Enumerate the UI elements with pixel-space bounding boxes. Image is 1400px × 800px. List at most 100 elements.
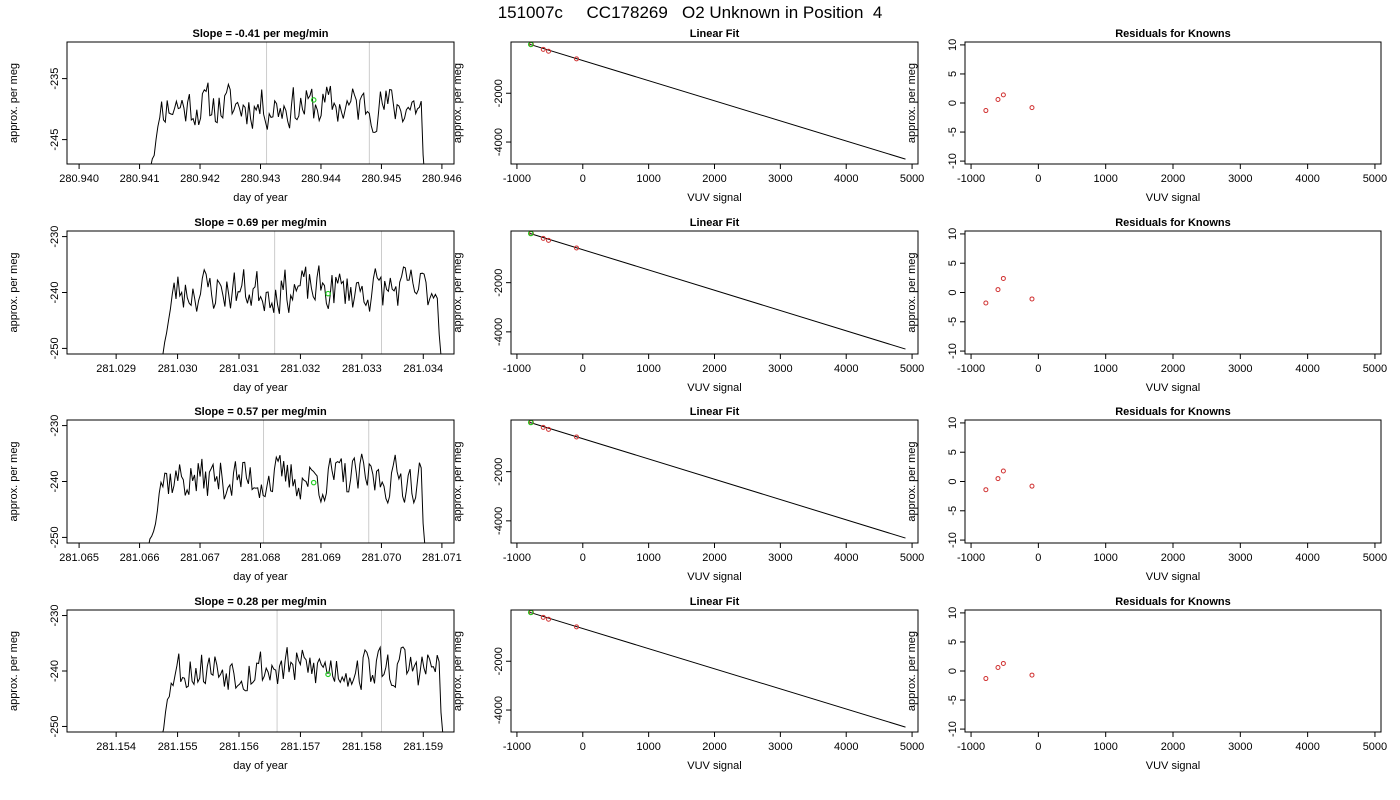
x-tick-label: 281.029 — [96, 363, 136, 375]
data-point-red — [995, 665, 1001, 671]
y-tick-label: 0 — [947, 478, 959, 484]
data-point-red — [1000, 275, 1006, 281]
x-tick-label: 281.034 — [403, 363, 443, 375]
y-axis-label: approx. per meg — [8, 441, 20, 521]
chart-panel-3-3: -1000 0 1000 2000 3000 4000 5000 10 5 0 -5 -10 Resid… — [906, 406, 1387, 583]
x-tick-label: 5000 — [900, 363, 924, 375]
data-point-red — [574, 624, 580, 630]
x-tick-label: 5000 — [900, 173, 924, 185]
y-tick-label: 10 — [947, 39, 959, 51]
x-axis-label: day of year — [233, 571, 288, 583]
series-line — [148, 453, 426, 543]
x-tick-label: 0 — [1035, 552, 1041, 564]
series-line — [162, 265, 442, 354]
x-tick-label: -1000 — [503, 363, 531, 375]
y-tick-label: -4000 — [493, 318, 505, 346]
x-axis-label: VUV signal — [687, 382, 741, 394]
y-axis-label: approx. per meg — [452, 63, 464, 143]
x-tick-label: 4000 — [834, 552, 858, 564]
x-tick-label: 0 — [1035, 173, 1041, 185]
data-point-red — [574, 434, 580, 440]
x-tick-label: 4000 — [834, 173, 858, 185]
x-tick-label: 281.069 — [301, 552, 341, 564]
x-tick-label: 3000 — [1228, 173, 1252, 185]
y-tick-label: -10 — [947, 721, 959, 737]
data-point-red — [546, 616, 552, 622]
plot-frame — [964, 230, 1382, 355]
chart-panel-4-2: -1000 0 1000 2000 3000 4000 5000 -2000 -4000 Line… — [452, 596, 924, 772]
x-tick-label: 281.066 — [120, 552, 160, 564]
chart-panel-3-1: 281.065 281.066 281.067 281.068 281.069 281.0… — [8, 406, 462, 583]
y-tick-label: -2000 — [493, 269, 505, 297]
chart-title: Linear Fit — [690, 28, 740, 40]
x-tick-label: 3000 — [768, 173, 792, 185]
chart-title: Residuals for Knowns — [1115, 28, 1231, 40]
y-tick-label: -230 — [49, 605, 61, 627]
x-tick-label: 4000 — [1295, 741, 1319, 753]
y-axis-label: approx. per meg — [8, 63, 20, 143]
figure-title: 151007c CC178269 O2 Unknown in Position … — [498, 3, 883, 22]
y-tick-label: 10 — [947, 607, 959, 619]
x-tick-label: 0 — [1035, 363, 1041, 375]
chart-title: Slope = -0.41 per meg/min — [192, 28, 328, 40]
x-tick-label: 281.031 — [219, 363, 259, 375]
y-tick-label: -4000 — [493, 507, 505, 535]
x-tick-label: 281.071 — [422, 552, 462, 564]
chart-title: Slope = 0.69 per meg/min — [194, 217, 327, 229]
x-tick-label: 0 — [580, 552, 586, 564]
x-tick-label: 3000 — [1228, 741, 1252, 753]
x-tick-label: 4000 — [834, 363, 858, 375]
fit-line — [529, 611, 906, 728]
x-tick-label: 281.156 — [219, 741, 259, 753]
x-tick-label: 281.065 — [59, 552, 99, 564]
x-tick-label: 5000 — [1363, 741, 1387, 753]
y-tick-label: 0 — [947, 289, 959, 295]
data-point-red — [995, 287, 1001, 293]
x-tick-label: 280.940 — [59, 173, 99, 185]
data-point-red — [574, 56, 580, 62]
x-tick-label: 280.942 — [180, 173, 220, 185]
data-point-red — [540, 46, 546, 52]
x-tick-label: 1000 — [636, 741, 660, 753]
series-line — [150, 82, 425, 164]
x-tick-label: 281.030 — [158, 363, 198, 375]
plot-frame — [964, 419, 1382, 544]
y-tick-label: -245 — [49, 129, 61, 151]
chart-panel-4-3: -1000 0 1000 2000 3000 4000 5000 10 5 0 -5 -10 Resid… — [906, 596, 1387, 772]
plot-frame — [964, 609, 1382, 733]
y-tick-label: -250 — [49, 715, 61, 737]
plot-frame — [964, 41, 1382, 165]
y-tick-label: 10 — [947, 417, 959, 429]
data-point-red — [1029, 672, 1035, 678]
y-tick-label: -10 — [947, 153, 959, 169]
y-axis-label: approx. per meg — [906, 252, 918, 332]
chart-title: Slope = 0.28 per meg/min — [194, 596, 327, 608]
marker-green — [325, 290, 331, 297]
x-tick-label: 3000 — [1228, 552, 1252, 564]
data-point-red — [995, 476, 1001, 482]
x-tick-label: -1000 — [957, 173, 985, 185]
x-tick-label: 281.070 — [362, 552, 402, 564]
y-tick-label: 0 — [947, 668, 959, 674]
x-tick-label: 281.154 — [96, 741, 136, 753]
x-tick-label: 1000 — [1093, 552, 1117, 564]
fit-line — [529, 232, 906, 350]
x-axis-label: VUV signal — [687, 192, 741, 204]
x-tick-label: 2000 — [702, 173, 726, 185]
x-tick-label: 3000 — [1228, 363, 1252, 375]
x-tick-label: 2000 — [1161, 173, 1185, 185]
chart-panel-2-2: -1000 0 1000 2000 3000 4000 5000 -2000 -4000 Line… — [452, 217, 924, 394]
y-tick-label: 5 — [947, 71, 959, 77]
x-axis-label: VUV signal — [687, 760, 741, 772]
y-tick-label: 5 — [947, 260, 959, 266]
fit-line — [529, 43, 906, 160]
y-axis-label: approx. per meg — [906, 441, 918, 521]
x-axis-label: VUV signal — [687, 571, 741, 583]
x-tick-label: 281.157 — [281, 741, 321, 753]
y-tick-label: -5 — [947, 127, 959, 137]
x-tick-label: 1000 — [1093, 363, 1117, 375]
x-tick-label: 4000 — [1295, 173, 1319, 185]
y-axis-label: approx. per meg — [906, 63, 918, 143]
chart-title: Linear Fit — [690, 596, 740, 608]
